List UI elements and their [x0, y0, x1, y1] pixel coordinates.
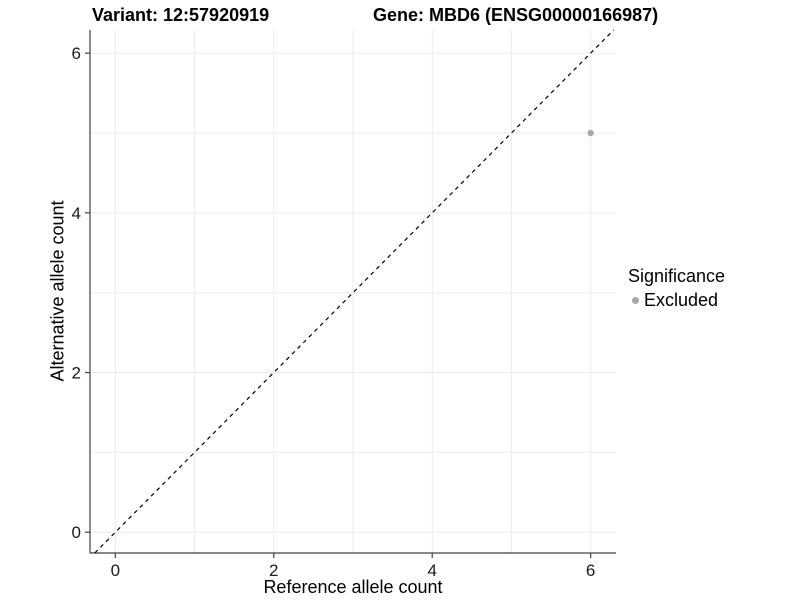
- x-tick-label: 2: [269, 561, 278, 580]
- x-tick-label: 0: [111, 561, 120, 580]
- y-tick-label: 2: [72, 364, 81, 383]
- x-tick-label: 4: [427, 561, 436, 580]
- excluded-point-swatch: [632, 297, 639, 304]
- y-tick-label: 6: [72, 44, 81, 63]
- y-tick-label: 0: [72, 523, 81, 542]
- x-axis-title: Reference allele count: [263, 577, 443, 597]
- data-point: [587, 129, 594, 137]
- legend: Significance Excluded: [628, 266, 725, 311]
- x-tick-label: 6: [586, 561, 595, 580]
- legend-item-label: Excluded: [644, 290, 719, 310]
- legend-title: Significance: [628, 266, 726, 286]
- y-tick-label: 4: [72, 204, 81, 223]
- legend-item-excluded: Excluded: [628, 290, 725, 311]
- gene-title: Gene: MBD6 (ENSG00000166987): [373, 5, 659, 25]
- identity-dashed-line: [94, 29, 615, 554]
- variant-title: Variant: 12:57920919: [92, 5, 270, 25]
- y-axis-title: Alternative allele count: [47, 200, 68, 382]
